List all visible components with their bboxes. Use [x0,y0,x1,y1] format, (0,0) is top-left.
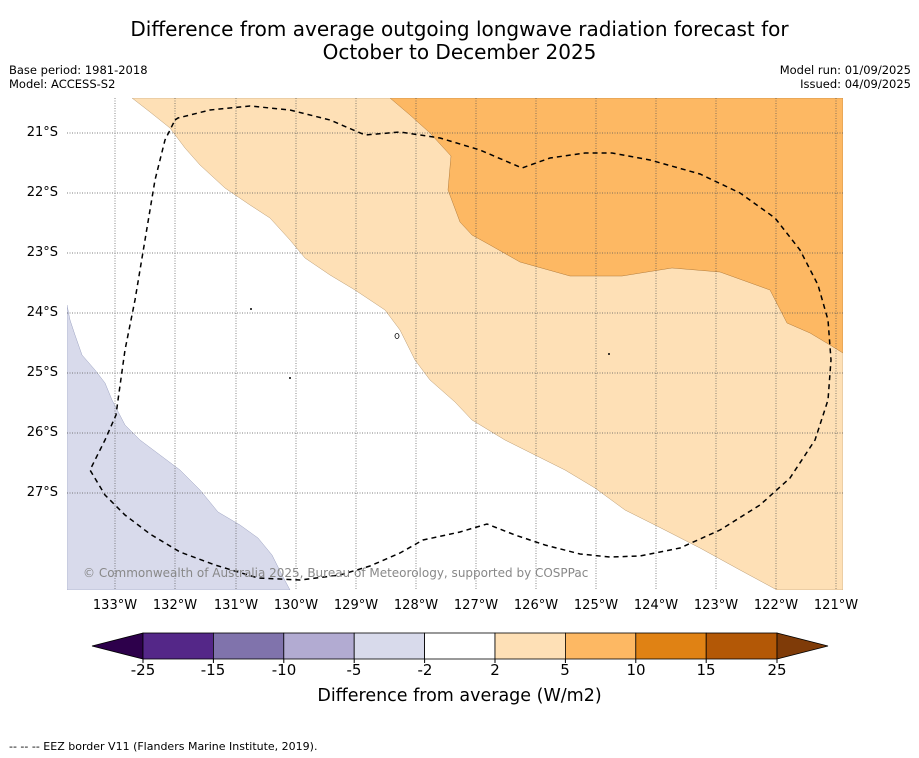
colorbar-tick-label: 15 [696,661,716,679]
colorbar-bin [283,632,355,660]
lon-label: 125°W [573,598,619,613]
colorbar-bin [565,632,637,660]
lon-label: 132°W [152,598,198,613]
eez-footnote: -- -- -- EEZ border V11 (Flanders Marine… [9,740,318,753]
lon-label: 126°W [513,598,559,613]
colorbar-bin [212,632,285,660]
island-dot [250,308,252,310]
colorbar-tick-label: -25 [130,661,156,679]
lat-label: 24°S [26,305,58,320]
lon-label: 129°W [333,598,379,613]
meta-left: Base period: 1981-2018 Model: ACCESS-S2 [9,63,148,91]
colorbar-bin [635,632,707,660]
colorbar-bin [353,632,426,660]
model-run: Model run: 01/09/2025 [779,63,911,77]
lat-label: 23°S [26,245,58,260]
colorbar-tick-label: 10 [626,661,646,679]
colorbar-tick-label: 25 [767,661,787,679]
colorbar-bin [424,632,496,660]
anomaly-region-minus5-to-minus2 [67,304,291,590]
island-dot [289,377,291,379]
lon-label: 121°W [813,598,859,613]
colorbar-extend-low [91,632,144,660]
lon-label: 133°W [92,598,138,613]
lat-label: 25°S [26,365,58,380]
colorbar-tick-label: 2 [490,661,500,679]
gridlines [67,98,843,590]
lat-label: 21°S [26,125,58,140]
lon-label: 123°W [693,598,739,613]
colorbar [91,632,829,660]
lat-label: 22°S [26,185,58,200]
colorbar-tick-label: -5 [346,661,362,679]
colorbar-bin [142,632,214,660]
lon-label: 131°W [213,598,259,613]
island-marker [394,333,400,339]
model-name: Model: ACCESS-S2 [9,77,116,91]
lon-label: 122°W [753,598,799,613]
meta-right: Model run: 01/09/2025 Issued: 04/09/2025 [780,63,911,91]
map-title-line1: Difference from average outgoing longwav… [130,17,789,41]
colorbar-extend-high [776,632,829,660]
issued-date: Issued: 04/09/2025 [800,77,911,91]
colorbar-label: Difference from average (W/m2) [317,686,602,706]
map-title: Difference from average outgoing longwav… [0,18,919,64]
lon-label: 124°W [633,598,679,613]
map-title-line2: October to December 2025 [322,40,597,64]
base-period: Base period: 1981-2018 [9,63,148,77]
lon-label: 128°W [393,598,439,613]
lon-label: 130°W [273,598,319,613]
copyright-text: © Commonwealth of Australia 2025, Bureau… [83,566,588,580]
colorbar-tick-label: 5 [560,661,570,679]
colorbar-tick-label: -10 [271,661,297,679]
colorbar-tick-marks [142,659,778,663]
lat-label: 26°S [26,425,58,440]
colorbar-tick-label: -2 [417,661,433,679]
island-dot [608,353,610,355]
colorbar-bin [705,632,778,660]
lat-label: 27°S [26,485,58,500]
eez-border [89,105,832,581]
colorbar-tick-label: -15 [200,661,226,679]
colorbar-bin [494,632,566,660]
lon-label: 127°W [453,598,499,613]
